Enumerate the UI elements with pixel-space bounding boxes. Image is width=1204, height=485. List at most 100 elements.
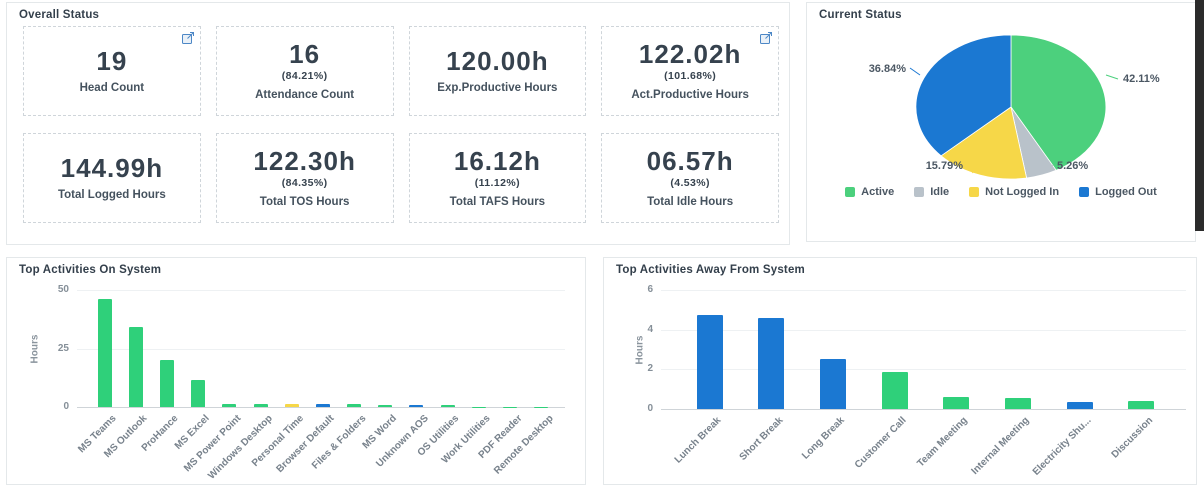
bar-os-utilities[interactable] [440,405,455,407]
bar-ms-power-point[interactable] [222,403,237,407]
x-tick-label: Discussion [1109,415,1155,461]
stat-card-value: 16 [289,38,321,69]
gridline [661,329,1186,331]
bar-internal-meeting[interactable] [1004,398,1031,409]
legend-item-idle[interactable]: Idle [914,186,949,198]
bar-work-utilities[interactable] [471,406,486,407]
pie-svg: 42.11% 5.26% 15.79% 36.84% [869,34,1160,180]
bar-browser-default[interactable] [315,404,330,407]
legend-label: Active [861,186,895,198]
bar-personal-time[interactable] [284,404,299,407]
pie-label-line [966,164,974,174]
stat-card-label: Act.Productive Hours [631,89,749,102]
x-tick-label: Long Break [800,415,847,462]
legend-label: Idle [930,186,950,198]
stat-card-value: 19 [96,45,128,76]
bar-pdf-reader[interactable] [503,406,518,407]
stat-card-value: 120.00h [446,45,549,76]
pie-legend: Active Idle Not Logged In Logged Out [807,186,1195,198]
y-tick: 50 [57,284,69,295]
bars [679,290,1172,409]
bar-unknown-aos[interactable] [409,404,424,407]
stat-card-total-logged-hours: 144.99h Total Logged Hours [23,133,201,223]
stat-card-value: 06.57h [646,145,734,176]
open-in-new-icon[interactable] [759,31,773,45]
stat-card-total-idle-hours: 06.57h (4.53%) Total Idle Hours [601,133,779,223]
bar-windows-desktop[interactable] [253,404,268,407]
pie-slice-logged-out[interactable] [915,34,1012,157]
pie-label-line [1105,74,1119,80]
bars [89,290,557,407]
x-tick-label: Browser Default [274,413,337,476]
bar-discussion[interactable] [1128,401,1155,409]
legend-swatch [1079,187,1090,197]
stat-card-percent: (11.12%) [474,177,520,190]
y-tick: 0 [63,401,69,412]
stat-card-label: Head Count [79,82,145,95]
y-tick: 6 [647,284,653,295]
pie-value-label: 5.26% [1057,160,1088,172]
y-axis-label: Hours [29,334,41,363]
legend-swatch [969,187,980,197]
stat-card-label: Exp.Productive Hours [437,82,558,95]
x-tick-label: Remote Desktop [491,413,556,477]
bar-files-folders[interactable] [347,404,362,407]
open-in-new-icon[interactable] [181,31,195,45]
bar-customer-call[interactable] [881,372,908,409]
x-tick-label: Lunch Break [672,415,724,466]
stat-card-label: Total Logged Hours [57,189,166,202]
stat-card-percent: (101.68%) [664,70,717,83]
stat-card-percent: (84.21%) [281,70,328,83]
pie-value-label: 36.84% [869,63,907,75]
bar-ms-outlook[interactable] [128,327,143,407]
y-tick: 25 [57,342,69,354]
stat-card-total-tafs-hours: 16.12h (11.12%) Total TAFS Hours [408,133,587,223]
bar-ms-teams[interactable] [97,299,112,407]
y-tick: 2 [647,363,653,375]
gridline [661,290,1186,291]
bar-remote-desktop[interactable] [534,406,549,407]
bar-long-break[interactable] [820,359,847,409]
gridline [661,369,1186,371]
stat-cards: 19 Head Count 16 (84.21%) Attendance Cou… [7,24,789,223]
bar-ms-excel[interactable] [191,380,206,407]
pie-slice-not-logged-in[interactable] [940,106,1028,180]
current-status-panel: Current Status 42.11% 5.26% 15.79% 36.84% A… [806,2,1196,242]
gridline [661,409,1186,410]
stat-card-label: Total TOS Hours [259,196,350,209]
stat-card-value: 122.30h [253,145,356,176]
gridline [77,407,565,408]
x-tick-label: Internal Meeting [969,415,1032,478]
activities-on-system-panel: Top Activities On System Hours 0 25 50 MS Te… [6,257,586,485]
legend-label: Not Logged In [985,186,1060,198]
y-axis-label: Hours [634,335,646,364]
stat-card-total-tos-hours: 122.30h (84.35%) Total TOS Hours [215,133,394,223]
stat-card-value: 16.12h [453,145,541,176]
legend-item-not-logged-in[interactable]: Not Logged In [969,186,1059,198]
bar-electricity-shu-[interactable] [1066,402,1093,409]
panel-title: Top Activities On System [19,264,162,276]
stat-card-act-productive-hours: 122.02h (101.68%) Act.Productive Hours [601,26,779,116]
pie-value-label: 15.79% [926,160,964,172]
pie-value-label: 42.11% [1123,73,1160,85]
bar-ms-word[interactable] [378,405,393,407]
panel-title: Current Status [819,9,902,21]
legend-item-active[interactable]: Active [845,186,894,198]
stat-card-label: Attendance Count [255,89,355,102]
gridline [77,348,565,350]
bar-lunch-break[interactable] [696,314,723,409]
bar-team-meeting[interactable] [943,397,970,409]
y-tick: 0 [647,403,653,414]
bar-prohance[interactable] [159,360,174,407]
legend-swatch [845,187,856,197]
legend-item-logged-out[interactable]: Logged Out [1079,186,1157,198]
current-status-pie-chart: 42.11% 5.26% 15.79% 36.84% [807,21,1195,191]
away-bar-chart: Hours 0 2 4 6 Lunch Break Short Break Long Brea… [604,258,1196,484]
activities-away-panel: Top Activities Away From System Hours 0 2 4… [603,257,1197,485]
stat-card-label: Total TAFS Hours [449,196,546,209]
x-tick-label: Customer Call [852,415,909,471]
stat-card-attendance-count: 16 (84.21%) Attendance Count [215,26,394,116]
bar-short-break[interactable] [758,317,785,409]
pie-slice-active[interactable] [1010,34,1107,171]
